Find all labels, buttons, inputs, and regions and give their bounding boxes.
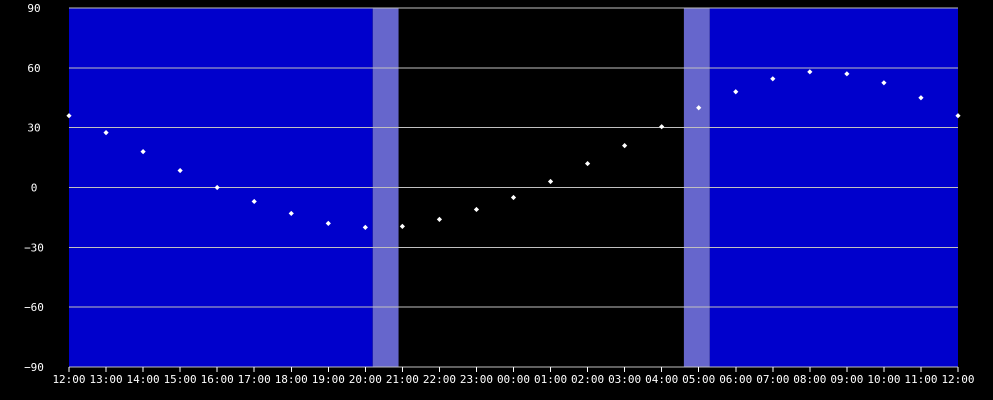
x-tick-label: 17:00 [238, 373, 271, 386]
data-point [844, 71, 850, 77]
x-tick-label: 07:00 [756, 373, 789, 386]
x-tick-label: 12:00 [941, 373, 974, 386]
y-tick-label: 90 [27, 2, 40, 15]
data-point [770, 76, 776, 82]
data-point [473, 206, 480, 213]
y-tick-label: −90 [24, 361, 44, 374]
x-tick-label: 16:00 [201, 373, 234, 386]
y-tick-label: 60 [27, 62, 40, 75]
x-tick-label: 01:00 [534, 373, 567, 386]
x-axis-ticks: 12:00 13:00 14:00 15:00 16:00 17:00 18:00 19:00… [52, 373, 974, 386]
x-tick-label: 14:00 [127, 373, 160, 386]
x-tick-label: 08:00 [793, 373, 826, 386]
x-tick-label: 19:00 [312, 373, 345, 386]
data-point [696, 105, 702, 111]
data-point [436, 216, 443, 223]
data-point [584, 160, 591, 167]
data-point [288, 210, 294, 217]
x-tick-label: 18:00 [275, 373, 308, 386]
y-tick-label: 0 [31, 182, 38, 195]
data-point [103, 130, 109, 136]
x-tick-label: 21:00 [386, 373, 419, 386]
data-point [325, 220, 331, 226]
data-point [918, 95, 924, 101]
data-point [955, 113, 961, 119]
data-point [362, 224, 368, 230]
y-axis-ticks: 90 60 30 0 −30 −60 −90 [24, 2, 44, 374]
x-axis [68, 366, 959, 372]
x-tick-label: 02:00 [571, 373, 604, 386]
data-point [251, 198, 257, 205]
x-tick-label: 15:00 [164, 373, 197, 386]
data-point [66, 113, 72, 119]
x-tick-label: 04:00 [645, 373, 678, 386]
x-tick-label: 06:00 [719, 373, 752, 386]
x-tick-label: 09:00 [830, 373, 863, 386]
y-tick-label: −60 [24, 301, 44, 314]
x-tick-label: 05:00 [682, 373, 715, 386]
x-tick-label: 03:00 [608, 373, 641, 386]
data-point [214, 184, 220, 191]
x-tick-label: 13:00 [89, 373, 122, 386]
x-tick-label: 22:00 [423, 373, 456, 386]
data-point [140, 149, 146, 155]
x-tick-label: 11:00 [904, 373, 937, 386]
data-point [807, 69, 813, 75]
data-point [659, 124, 665, 130]
data-point [547, 178, 554, 185]
data-point [733, 89, 739, 95]
x-tick-label: 12:00 [52, 373, 85, 386]
data-point [399, 223, 405, 229]
y-tick-label: 30 [27, 122, 40, 135]
data-points [66, 69, 961, 230]
x-tick-label: 10:00 [867, 373, 900, 386]
data-point [881, 80, 887, 86]
y-tick-label: −30 [24, 241, 44, 254]
x-tick-label: 20:00 [349, 373, 382, 386]
data-point [177, 167, 183, 174]
x-tick-label: 00:00 [497, 373, 530, 386]
x-tick-label: 23:00 [460, 373, 493, 386]
data-point [510, 194, 517, 201]
data-point [622, 143, 628, 149]
